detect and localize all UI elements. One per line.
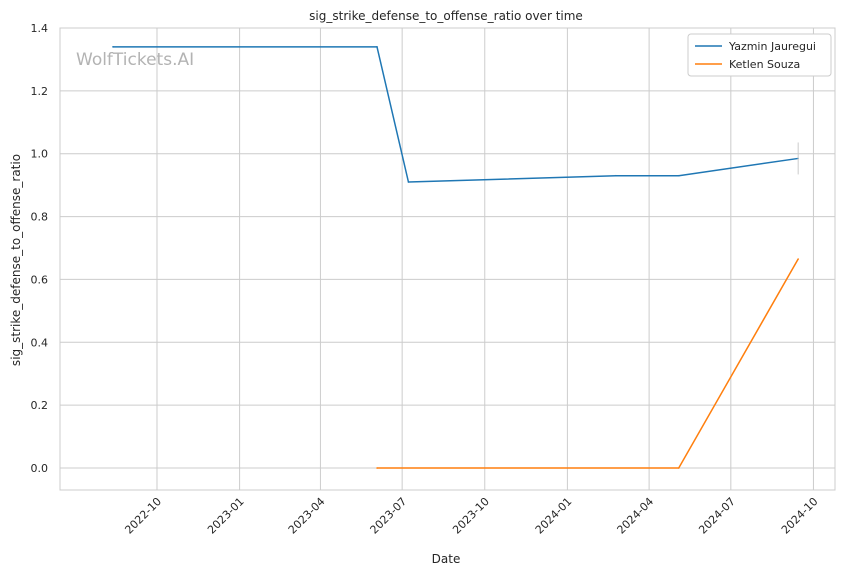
legend-label-yazmin: Yazmin Jauregui xyxy=(728,40,816,53)
plot-area xyxy=(59,27,836,491)
x-axis-title: Date xyxy=(432,552,461,566)
y-tick-label: 1.0 xyxy=(31,148,49,161)
x-tick-label: 2023-07 xyxy=(368,495,410,537)
x-tick-label: 2024-04 xyxy=(615,495,657,537)
y-axis-title: sig_strike_defense_to_offense_ratio xyxy=(9,154,23,366)
data-point xyxy=(677,174,680,177)
x-tick-label: 2022-10 xyxy=(122,495,164,537)
data-point xyxy=(376,46,378,48)
x-tick-label: 2024-07 xyxy=(696,495,738,537)
data-point xyxy=(797,258,799,260)
data-point xyxy=(677,467,680,469)
data-point xyxy=(376,467,378,469)
x-tick-label: 2024-01 xyxy=(533,495,575,537)
data-point xyxy=(615,174,617,177)
y-tick-label: 0.4 xyxy=(31,336,49,349)
data-point xyxy=(112,46,114,48)
legend-box xyxy=(687,33,832,77)
y-tick-label: 0.0 xyxy=(31,462,49,475)
y-tick-label: 1.4 xyxy=(31,22,49,35)
y-tick-label: 1.2 xyxy=(31,85,49,98)
gridlines xyxy=(60,27,835,490)
x-tick-label: 2024-10 xyxy=(779,495,821,537)
x-tick-label: 2023-10 xyxy=(450,495,492,537)
data-point xyxy=(407,181,410,183)
series-layer xyxy=(112,46,799,469)
legend: Yazmin Jauregui Ketlen Souza xyxy=(687,33,832,77)
x-tick-label: 2023-01 xyxy=(205,495,247,537)
y-tick-label: 0.2 xyxy=(31,399,49,412)
watermark-text: WolfTickets.AI xyxy=(76,50,194,70)
y-tick-label: 0.8 xyxy=(31,211,49,224)
y-tick-label: 0.6 xyxy=(31,273,49,286)
series-line-yazmin-jauregui xyxy=(112,46,799,183)
series-line-ketlen-souza xyxy=(377,258,799,469)
legend-label-ketlen: Ketlen Souza xyxy=(729,58,800,71)
x-tick-label: 2023-04 xyxy=(286,495,328,537)
chart-title: sig_strike_defense_to_offense_ratio over… xyxy=(309,9,583,23)
